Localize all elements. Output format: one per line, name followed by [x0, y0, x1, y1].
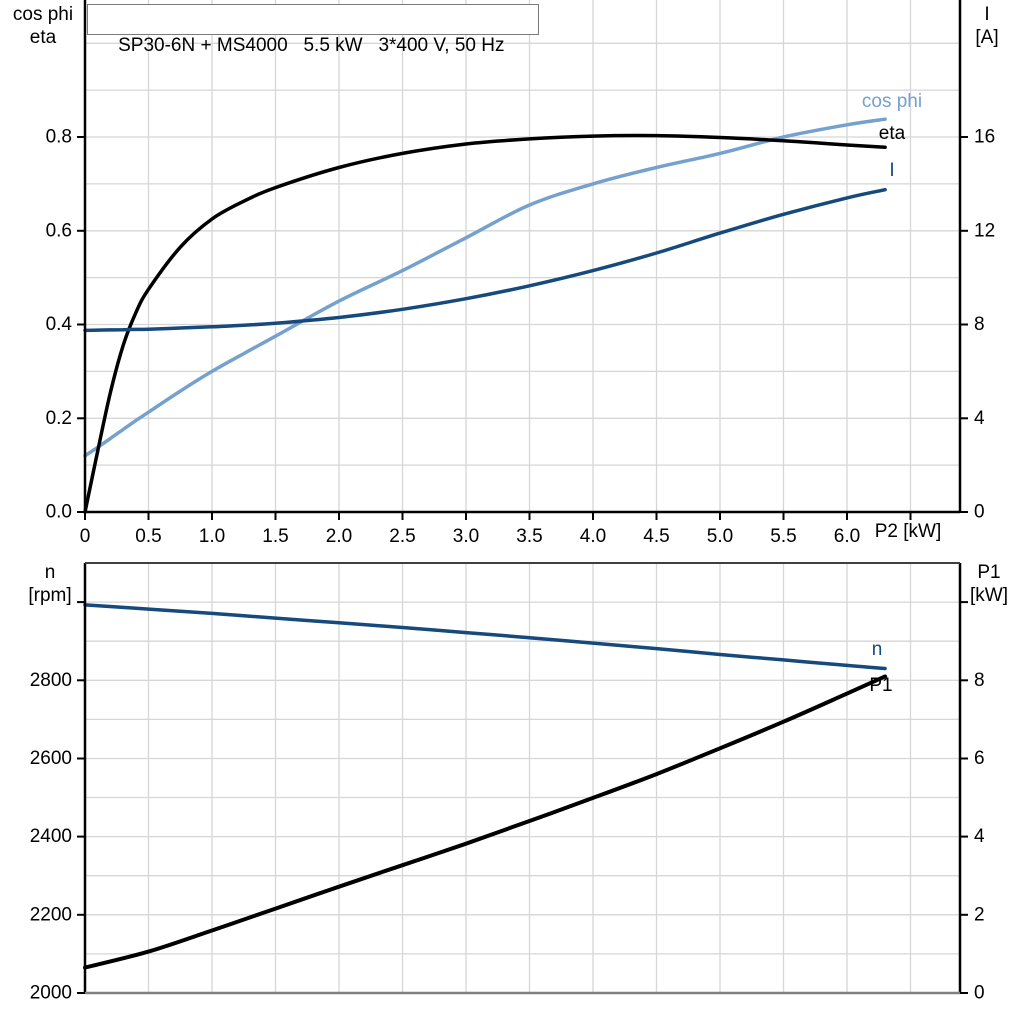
right-tick-label: 8 — [974, 670, 985, 691]
x-tick-label: 6.0 — [834, 526, 860, 547]
curves — [83, 603, 888, 970]
axes — [83, 0, 962, 514]
right-tick-label: 4 — [974, 408, 985, 429]
ticks — [77, 136, 968, 520]
gridlines — [85, 0, 960, 512]
left-axis-title-line1: n — [44, 562, 56, 583]
left-tick-label: 2000 — [30, 983, 72, 1004]
left-tick-label: 0.4 — [46, 314, 73, 335]
left-tick-label: 0.2 — [46, 408, 72, 429]
p1-curve — [83, 674, 888, 970]
x-axis-title: P2 [kW] — [874, 521, 942, 542]
left-tick-label: 2600 — [30, 748, 72, 769]
x-tick-label: 3.0 — [453, 526, 479, 547]
left-axis-title-line2: [rpm] — [28, 585, 72, 606]
left-tick-label: 0.6 — [46, 220, 72, 241]
left-tick-label: 2400 — [30, 826, 72, 847]
x-tick-label: 0.5 — [135, 526, 161, 547]
left-axis-title-bottom-chart: n [rpm] — [4, 561, 96, 607]
p1-curve-label: P1 — [869, 675, 893, 696]
right-tick-label: 8 — [974, 314, 985, 335]
left-axis-title-top-chart: cos phi eta — [0, 3, 86, 49]
x-tick-label: 2.5 — [389, 526, 415, 547]
right-tick-label: 0 — [974, 983, 985, 1004]
right-axis-title-line1: P1 — [977, 562, 1001, 583]
tick-labels: 0.0 0.2 0.4 0.6 0.8 0 4 8 12 16 0 0.5 1.0 1.5 2.0 2.5 3.… — [46, 127, 996, 548]
x-tick-label: 2.0 — [326, 526, 352, 547]
eta-curve-label: eta — [878, 123, 906, 144]
chart-title: SP30-6N + MS4000 5.5 kW 3*400 V, 50 Hz — [118, 35, 505, 56]
right-axis-title-line1: I — [984, 4, 990, 25]
right-tick-label: 0 — [974, 502, 985, 523]
right-tick-label: 4 — [974, 826, 985, 847]
gridlines — [85, 563, 960, 993]
left-tick-label: 0.0 — [46, 502, 72, 523]
left-tick-label: 2200 — [30, 904, 72, 925]
chart-title-box: SP30-6N + MS4000 5.5 kW 3*400 V, 50 Hz — [87, 4, 539, 56]
cos-phi-curve-label: cos phi — [861, 91, 923, 112]
right-tick-label: 2 — [974, 904, 985, 925]
n-curve-label: n — [871, 639, 883, 660]
n-curve — [83, 603, 887, 671]
axes — [83, 562, 962, 995]
right-tick-label: 12 — [974, 220, 995, 241]
x-tick-label: 5.5 — [770, 526, 796, 547]
left-axis-title-line2: eta — [29, 27, 57, 48]
cos-phi-curve — [83, 117, 887, 458]
x-tick-label: 1.5 — [262, 526, 288, 547]
x-tick-label: 0 — [80, 526, 91, 547]
eta-curve — [83, 133, 887, 514]
x-tick-label: 1.0 — [199, 526, 225, 547]
right-axis-title-top-chart: I [A] — [959, 3, 1015, 49]
left-axis-title-line1: cos phi — [12, 4, 74, 25]
x-tick-label: 5.0 — [707, 526, 733, 547]
right-axis-title-line2: [A] — [975, 27, 999, 48]
right-axis-title-bottom-chart: P1 [kW] — [960, 561, 1018, 607]
curves — [83, 117, 887, 514]
right-axis-title-line2: [kW] — [970, 585, 1008, 606]
x-tick-label: 3.5 — [516, 526, 542, 547]
tick-labels: 2000 2200 2400 2600 2800 0 2 4 6 8 — [30, 670, 985, 1004]
top-chart: 0.0 0.2 0.4 0.6 0.8 0 4 8 12 16 0 0.5 1.0 1.5 2.0 2.5 3.… — [46, 0, 996, 548]
ticks — [77, 601, 968, 994]
x-tick-label: 4.5 — [643, 526, 669, 547]
left-tick-label: 0.8 — [46, 127, 72, 148]
right-tick-label: 6 — [974, 748, 985, 769]
i-curve-label: I — [889, 160, 895, 181]
i-curve — [83, 187, 887, 333]
right-tick-label: 16 — [974, 127, 995, 148]
left-tick-label: 2800 — [30, 670, 72, 691]
x-tick-label: 4.0 — [580, 526, 606, 547]
